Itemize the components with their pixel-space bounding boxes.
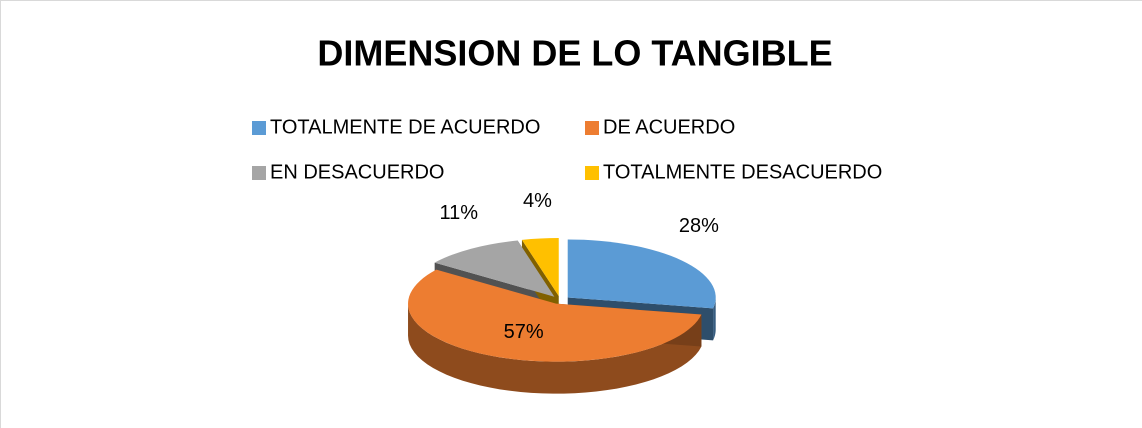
chart-title: DIMENSION DE LO TANGIBLE bbox=[317, 33, 832, 74]
slice-tops bbox=[408, 238, 716, 362]
slice bbox=[408, 269, 702, 362]
legend-swatch bbox=[585, 121, 599, 135]
data-label: 4% bbox=[523, 190, 552, 212]
slice-side bbox=[408, 303, 702, 394]
legend-label: EN DESACUERDO bbox=[270, 161, 444, 183]
legend-label: DE ACUERDO bbox=[603, 116, 735, 138]
slice bbox=[567, 239, 716, 309]
legend-label: TOTALMENTE DESACUERDO bbox=[603, 161, 882, 183]
data-label: 11% bbox=[439, 202, 478, 224]
legend-swatch bbox=[252, 166, 266, 180]
data-label: 28% bbox=[679, 215, 719, 237]
legend-swatch bbox=[252, 121, 266, 135]
data-label: 57% bbox=[504, 321, 544, 343]
legend-swatch bbox=[585, 166, 599, 180]
legend-label: TOTALMENTE DE ACUERDO bbox=[270, 116, 540, 138]
slice bbox=[434, 240, 555, 297]
slice-side bbox=[713, 297, 716, 341]
slice bbox=[521, 238, 559, 297]
